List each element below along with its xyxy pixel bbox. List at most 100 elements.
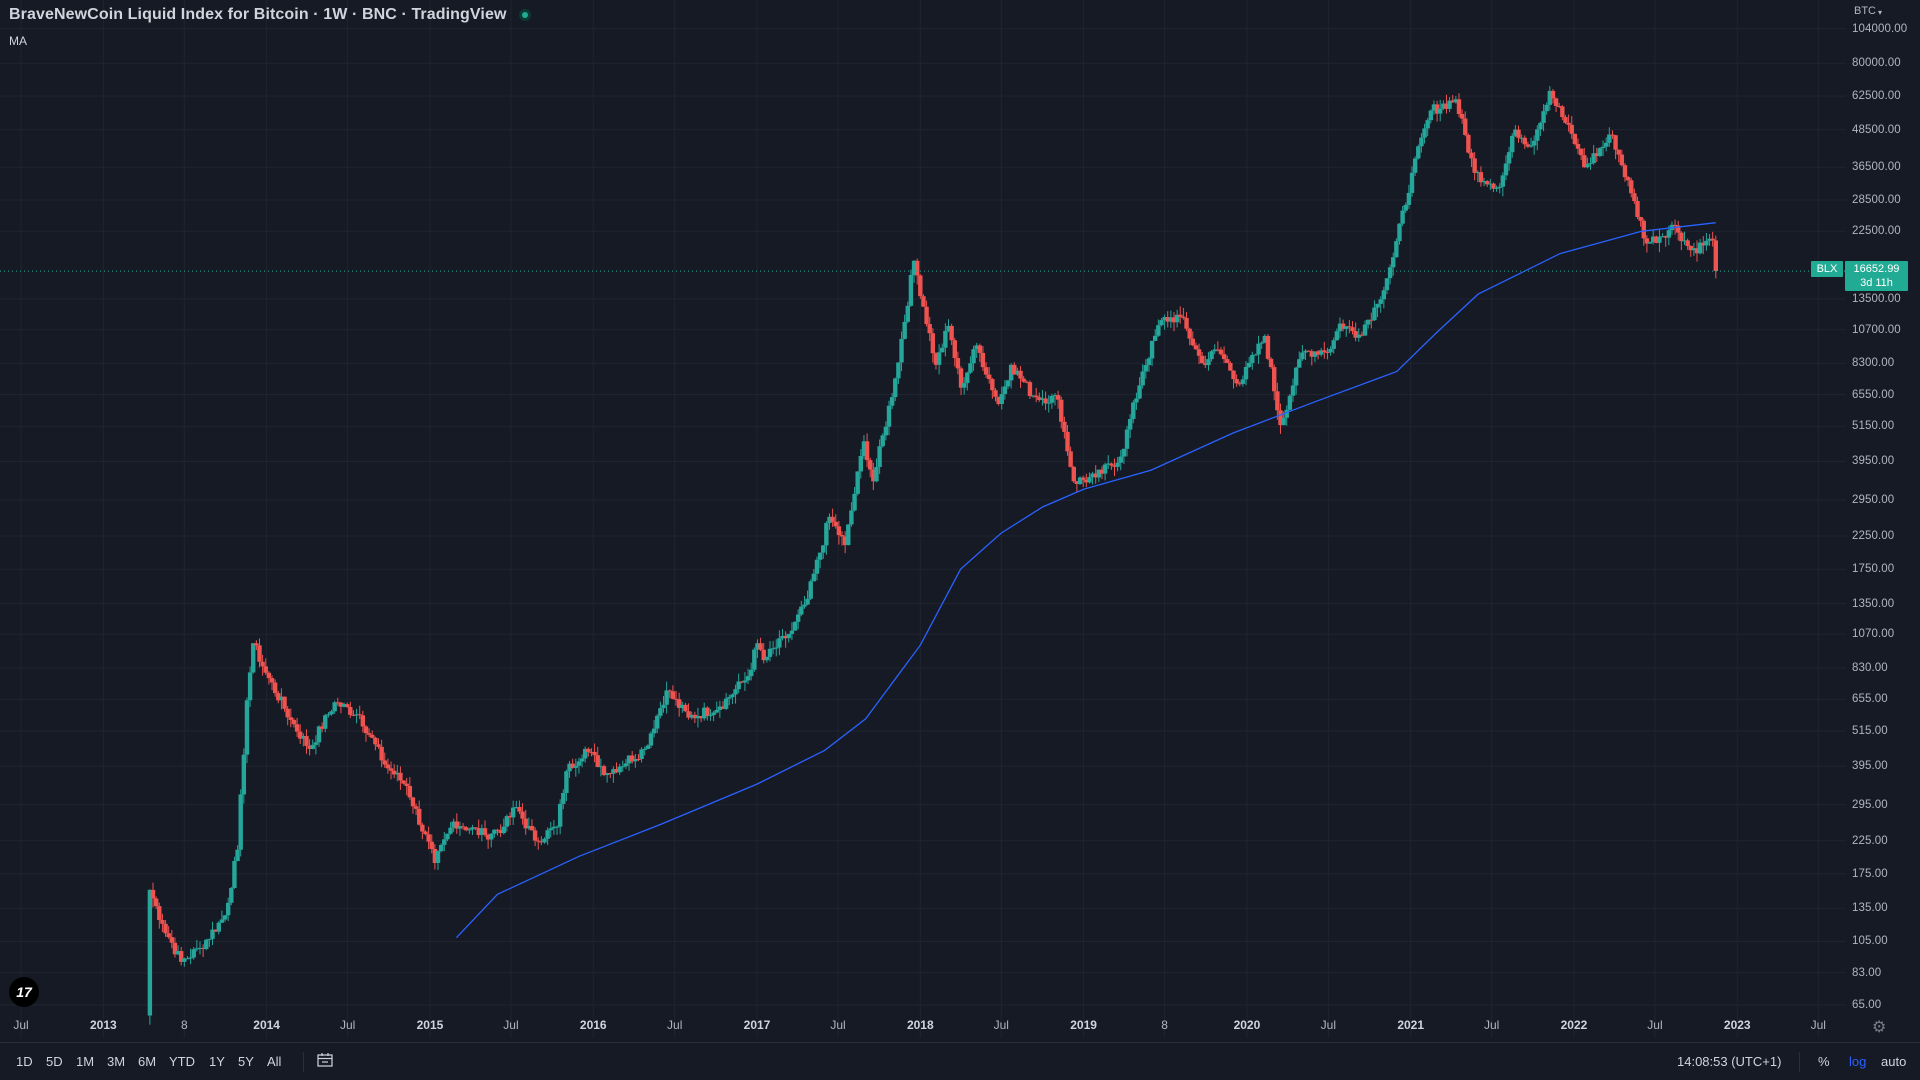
candle	[417, 800, 422, 826]
range-button-1m[interactable]: 1M	[76, 1054, 95, 1069]
candle	[204, 938, 209, 951]
candle-body	[1707, 238, 1712, 241]
candle-body	[1676, 225, 1681, 233]
candle-body	[1203, 363, 1208, 366]
candle-body	[1381, 290, 1387, 300]
date-range-icon[interactable]	[316, 1051, 334, 1069]
range-button-3m[interactable]: 3M	[107, 1054, 126, 1069]
candle	[1582, 147, 1587, 168]
range-button-5y[interactable]: 5Y	[238, 1054, 254, 1069]
price-tick-label: 6550.00	[1852, 388, 1895, 401]
candle-body	[852, 493, 857, 511]
candle-body	[1447, 100, 1452, 109]
candle	[1378, 296, 1383, 313]
candle	[614, 762, 619, 774]
candle-body	[291, 719, 297, 725]
candle-body	[1488, 183, 1493, 185]
candle-body	[770, 648, 776, 650]
candle	[1569, 116, 1574, 139]
range-button-6m[interactable]: 6M	[138, 1054, 157, 1069]
currency-select[interactable]: BTC ▾	[1854, 5, 1882, 17]
tradingview-logo-icon[interactable]: 17	[9, 977, 39, 1007]
range-button-ytd[interactable]: YTD	[169, 1054, 195, 1069]
candle-body	[1403, 204, 1408, 211]
candle	[1315, 349, 1321, 360]
percent-scale-button[interactable]: %	[1818, 1054, 1830, 1069]
ma-indicator-label[interactable]: MA	[9, 34, 27, 48]
candle-body	[623, 763, 629, 767]
candle-body	[1074, 481, 1080, 485]
candle	[968, 356, 973, 374]
candle	[467, 827, 472, 835]
candle	[1052, 393, 1058, 406]
candle	[438, 843, 444, 853]
range-button-all[interactable]: All	[267, 1054, 282, 1069]
candle-body	[758, 643, 763, 650]
candle	[366, 728, 372, 738]
candle-body	[1055, 395, 1061, 400]
candle	[1697, 238, 1703, 255]
market-status-icon[interactable]	[518, 9, 531, 21]
range-button-5d[interactable]: 5D	[46, 1054, 63, 1069]
candle-body	[695, 715, 701, 719]
candle	[247, 666, 253, 707]
candle	[1531, 135, 1537, 155]
candle	[251, 643, 256, 674]
candle	[1062, 416, 1067, 439]
candle-body	[755, 643, 760, 650]
time-tick-label: Jul	[503, 1018, 519, 1032]
candle-body	[977, 345, 983, 353]
candle	[460, 823, 466, 830]
candle	[1168, 310, 1174, 328]
log-scale-button[interactable]: log	[1849, 1054, 1867, 1069]
candle-body	[774, 647, 779, 649]
chart-canvas[interactable]	[0, 0, 1920, 1042]
candle	[661, 695, 666, 713]
clock-timezone[interactable]: 14:08:53 (UTC+1)	[1677, 1054, 1782, 1069]
candle-body	[1318, 350, 1324, 355]
candle-body	[429, 841, 434, 849]
candle-body	[1328, 348, 1333, 353]
candle	[1387, 264, 1393, 285]
candle-body	[777, 638, 782, 648]
candle	[1500, 172, 1506, 197]
price-tick-label: 395.00	[1852, 760, 1888, 773]
candle	[730, 693, 735, 705]
candle-body	[219, 919, 225, 923]
candle	[764, 656, 770, 663]
candle	[398, 766, 403, 790]
candle-body	[1422, 128, 1427, 138]
candle	[795, 609, 801, 630]
candle-body	[1610, 134, 1615, 136]
candle	[473, 827, 478, 831]
candle	[1184, 312, 1189, 332]
candle-body	[680, 704, 685, 708]
candle	[1591, 144, 1596, 165]
candle-body	[1394, 241, 1399, 258]
candle	[1015, 367, 1020, 376]
range-button-1y[interactable]: 1Y	[209, 1054, 225, 1069]
price-tick-label: 1750.00	[1852, 563, 1895, 576]
candle	[780, 629, 785, 641]
toolbar-divider	[303, 1052, 304, 1072]
candle	[385, 758, 391, 774]
candle	[1153, 329, 1158, 342]
candle-body	[1362, 324, 1368, 336]
candle	[1337, 317, 1343, 338]
gear-icon[interactable]: ⚙	[1872, 1019, 1887, 1036]
candle-body	[799, 606, 804, 615]
candle-body	[1102, 464, 1108, 474]
candle	[178, 947, 184, 966]
candle	[1306, 350, 1311, 352]
moving-average-line	[455, 222, 1716, 939]
range-button-1d[interactable]: 1D	[16, 1054, 33, 1069]
price-tick-label: 515.00	[1852, 725, 1888, 738]
candle	[633, 754, 638, 768]
candle-body	[357, 714, 362, 716]
candle	[489, 833, 494, 848]
candle-body	[222, 915, 228, 920]
candle-body	[1688, 245, 1693, 251]
candle-body	[517, 807, 522, 812]
candle	[692, 711, 698, 724]
auto-scale-button[interactable]: auto	[1881, 1054, 1907, 1069]
